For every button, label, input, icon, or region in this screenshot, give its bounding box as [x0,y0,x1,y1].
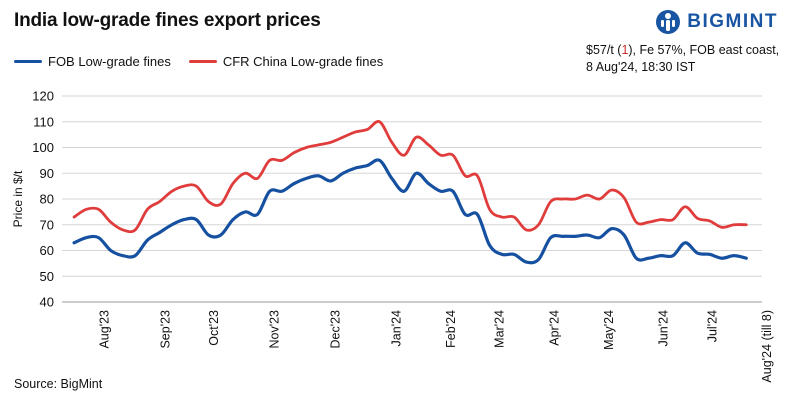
y-tick-label: 50 [40,269,54,284]
x-tick-label: Apr'24 [547,310,561,346]
note-date: 8 Aug'24, 18:30 IST [586,60,696,74]
y-tick-label: 90 [40,166,54,181]
x-tick-label: Mar'24 [493,310,507,348]
y-tick-label: 80 [40,192,54,207]
series-line-cfr [72,120,748,234]
legend-swatch-cfr [188,60,217,63]
x-tick-label: Nov'23 [268,310,282,349]
legend-label-cfr: CFR China Low-grade fines [222,54,384,69]
y-tick-label: 40 [40,295,54,310]
legend-item-fob: FOB Low-grade fines [14,54,171,69]
x-tick-label: Aug'24 (till 8) [760,310,774,383]
y-tick-label: 110 [33,114,54,129]
x-tick-label: Oct'23 [207,310,221,346]
price-note: $57/t (1), Fe 57%, FOB east coast, 8 Aug… [586,42,786,76]
x-tick-label: Jan'24 [389,310,403,346]
y-axis-label: Price in $/t [11,170,25,227]
x-tick-label: Dec'23 [328,310,342,349]
x-tick-label: Sep'23 [158,310,172,349]
note-price-prefix: $57/t ( [586,43,622,57]
chart-title: India low-grade fines export prices [14,10,321,31]
bigmint-logo-icon [656,10,681,34]
brand-name: BIGMINT [687,11,778,32]
y-tick-label: 120 [32,89,54,104]
legend-label-fob: FOB Low-grade fines [48,54,171,69]
note-change-value: 1 [621,43,629,57]
source-note: Source: BigMint [14,377,103,391]
legend-swatch-fob [14,60,42,63]
x-tick-label: Aug'23 [97,310,111,349]
series-line-fob [72,158,748,265]
x-tick-label: Jul'24 [705,310,719,342]
note-price-suffix: ), Fe 57%, FOB east coast, [628,43,780,57]
x-tick-label: May'24 [602,310,616,350]
y-tick-label: 60 [40,243,54,258]
legend-item-cfr: CFR China Low-grade fines [188,54,384,69]
x-tick-label: Jun'24 [657,310,671,346]
x-tick-label: Feb'24 [444,310,458,348]
y-tick-label: 100 [32,140,54,155]
legend: FOB Low-grade fines CFR China Low-grade … [14,54,401,69]
y-tick-label: 70 [40,217,54,232]
brand-logo: BIGMINT [655,8,778,36]
